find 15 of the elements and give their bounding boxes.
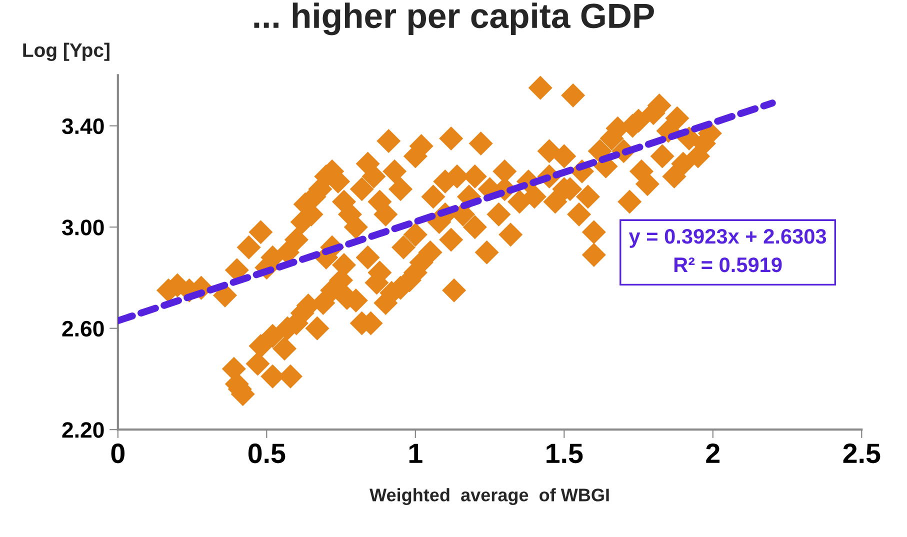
x-axis-title: Weighted average of WBGI	[370, 488, 609, 506]
x-tick-label: 0.5	[248, 444, 286, 464]
x-tick-label: 1	[409, 444, 422, 463]
annotation: R² = 0.5919	[674, 257, 782, 272]
chart-title: ... higher per capita GDP	[254, 2, 654, 36]
x-tick-label: 2.5	[843, 444, 880, 464]
y-tick-label: 2.20	[62, 422, 104, 438]
y-axis-title: Log [Ypc]	[23, 42, 110, 62]
x-tick-label: 1.5	[546, 444, 583, 464]
y-tick-label: 3.40	[62, 118, 104, 134]
x-tick-label: 0	[111, 444, 124, 464]
x-tick-label: 2	[706, 444, 720, 463]
annotation: y = 0.3923x + 2.6303	[628, 228, 826, 248]
y-tick-label: 2.60	[62, 320, 104, 337]
y-tick-label: 3.00	[62, 220, 104, 236]
